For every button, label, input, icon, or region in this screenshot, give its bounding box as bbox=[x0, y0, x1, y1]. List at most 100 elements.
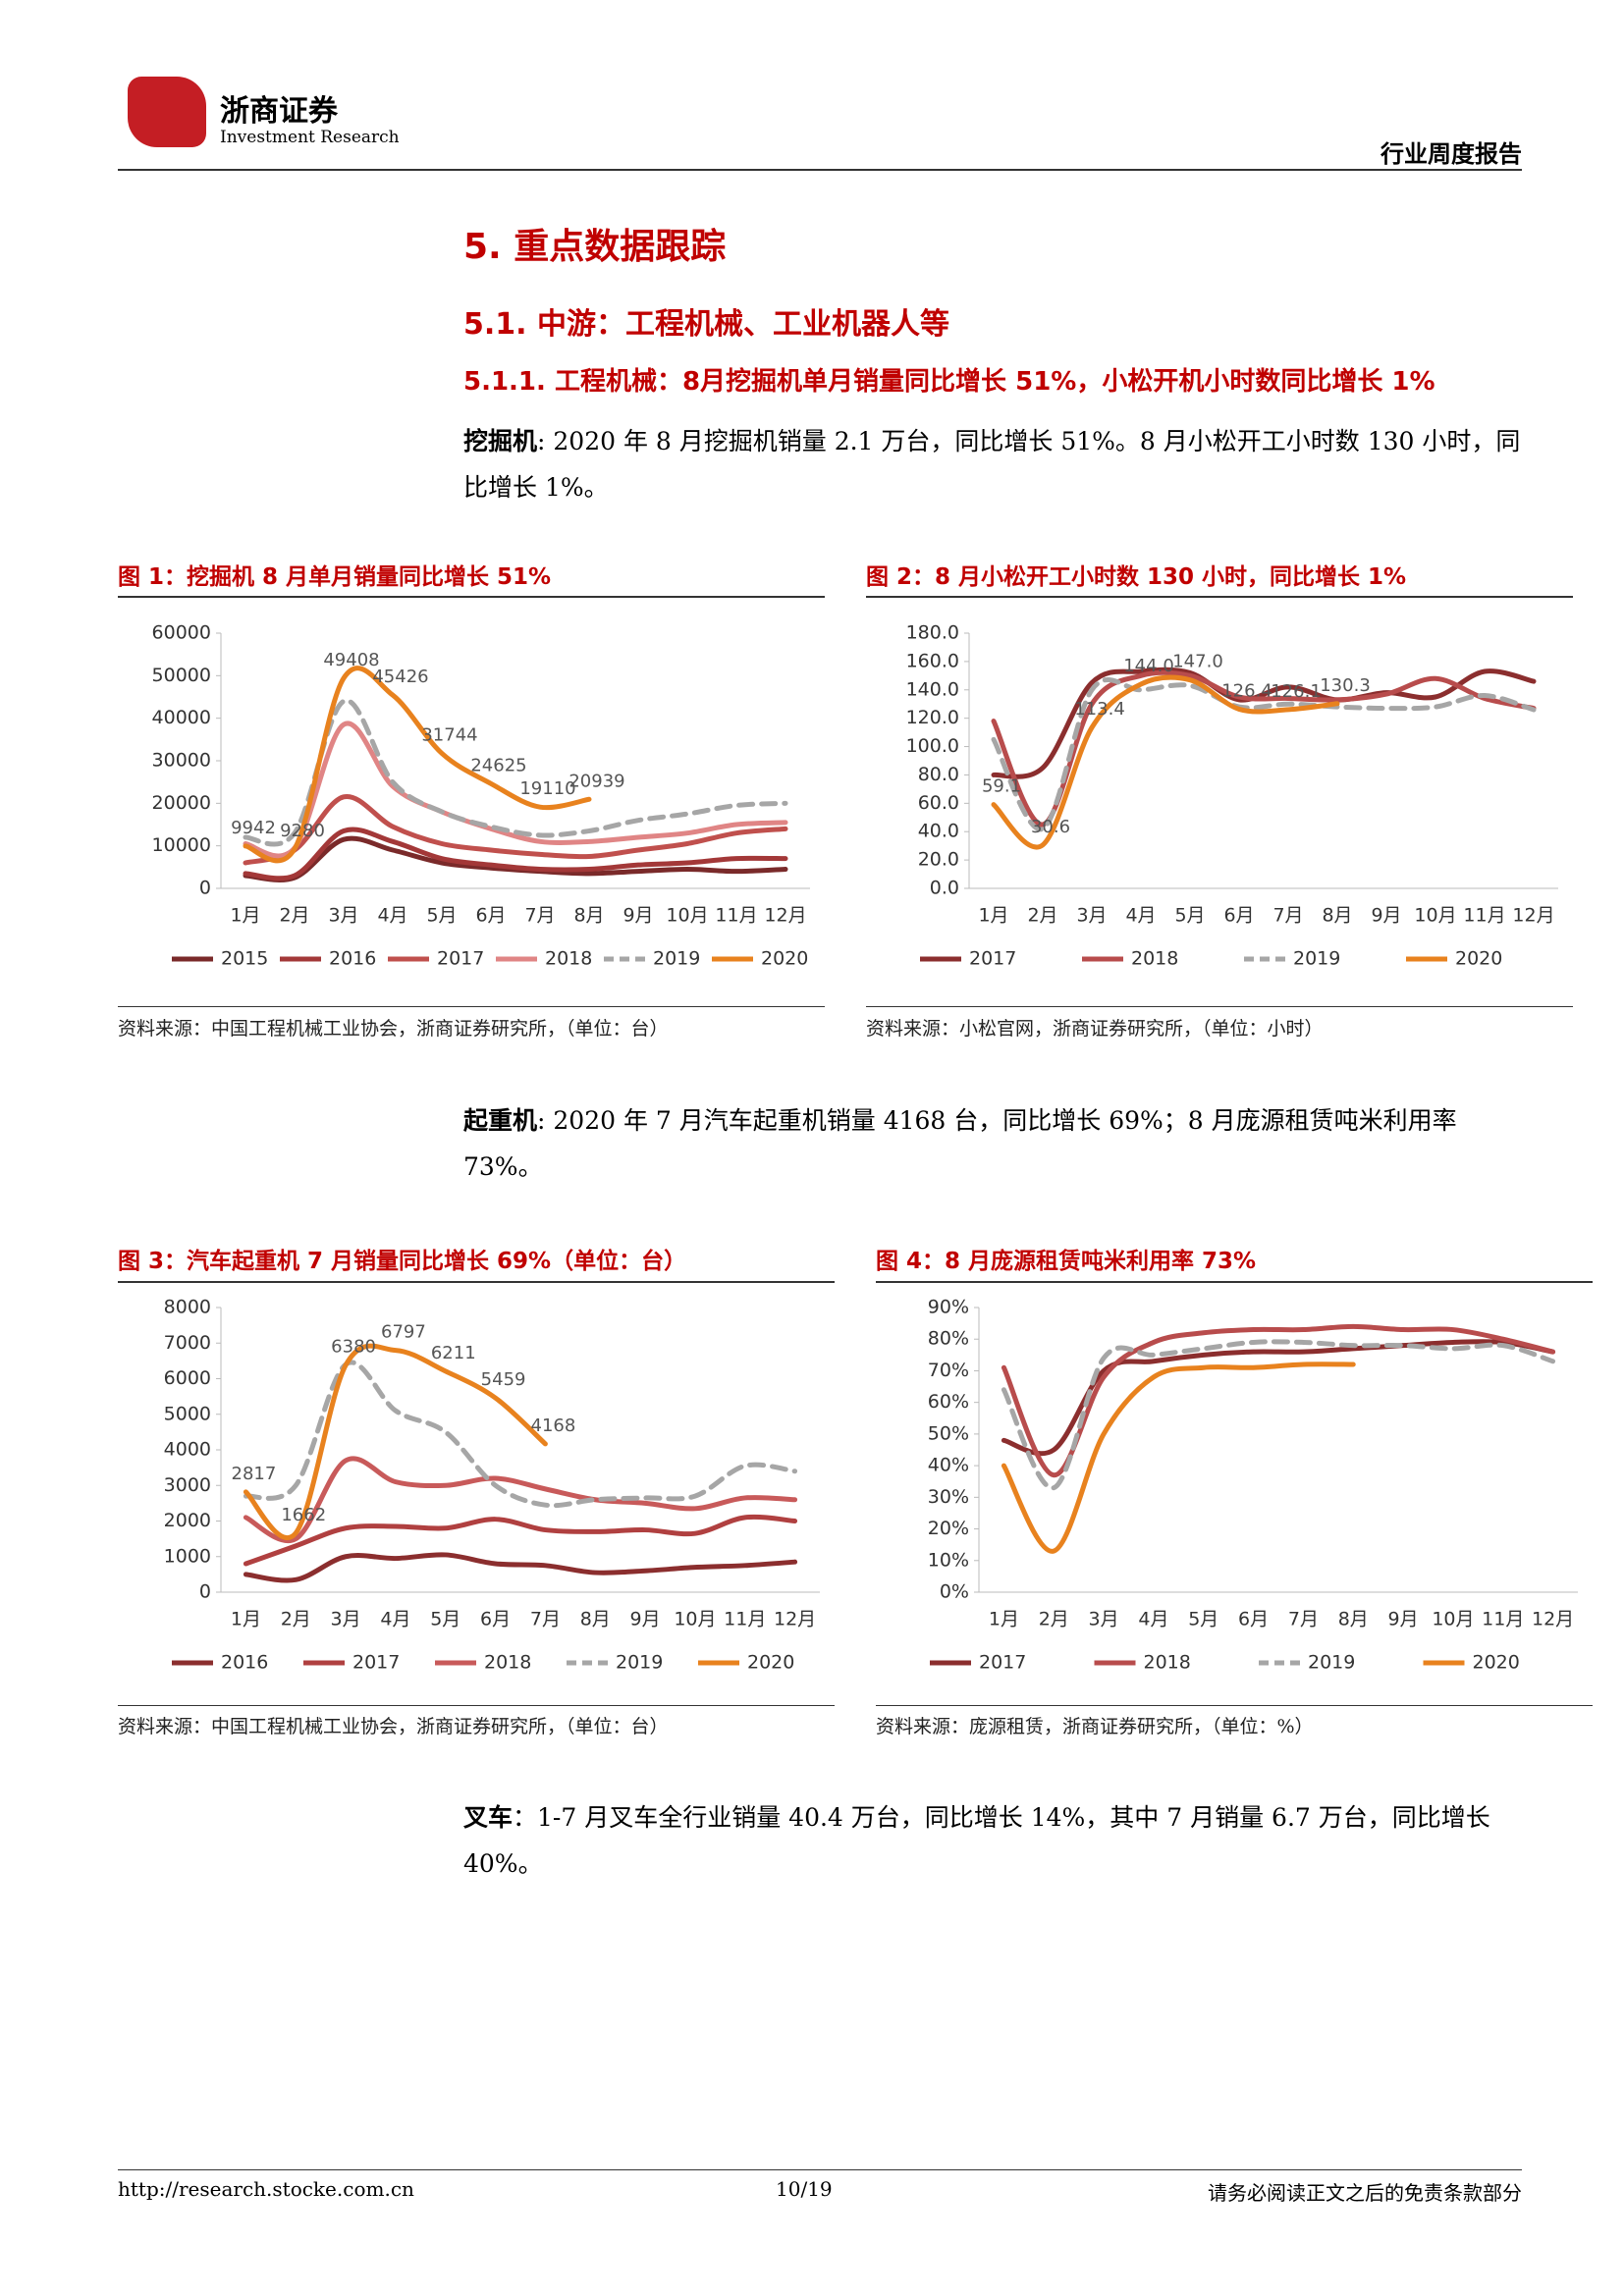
x-tick-label: 3月 bbox=[1089, 1609, 1119, 1630]
text: : 2020 年 8 月挖掘机销量 2.1 万台，同比增长 51%。8 月小松开… bbox=[463, 427, 1521, 502]
y-tick-label: 4000 bbox=[164, 1439, 211, 1461]
legend-label: 2020 bbox=[1455, 948, 1502, 970]
figure-rule bbox=[118, 1006, 825, 1007]
x-tick-label: 11月 bbox=[724, 1609, 766, 1630]
series-line bbox=[243, 1360, 798, 1509]
text: : 2020 年 7 月汽车起重机销量 4168 台，同比增长 69%；8 月庞… bbox=[463, 1106, 1457, 1181]
h3: 5.1.1. 工程机械：8月挖掘机单月销量同比增长 51%，小松开机小时数同比增… bbox=[463, 367, 1435, 397]
y-tick-label: 160.0 bbox=[906, 650, 959, 671]
x-tick-label: 1月 bbox=[230, 905, 260, 927]
legend-label: 2016 bbox=[329, 948, 376, 970]
legend-label: 2019 bbox=[1308, 1652, 1355, 1674]
data-label: 49408 bbox=[323, 650, 379, 670]
y-tick-label: 5000 bbox=[164, 1403, 211, 1424]
data-label: 113.4 bbox=[1074, 699, 1125, 720]
x-tick-label: 6月 bbox=[480, 1609, 511, 1630]
footer-disclaimer: 请务必阅读正文之后的免责条款部分 bbox=[1208, 2181, 1522, 2205]
figure-title: 图 4：8 月庞源租赁吨米利用率 73% bbox=[876, 1249, 1257, 1274]
x-tick-label: 1月 bbox=[231, 1609, 261, 1630]
x-tick-label: 7月 bbox=[1272, 905, 1303, 927]
x-tick-label: 6月 bbox=[1223, 905, 1254, 927]
x-tick-label: 4月 bbox=[1125, 905, 1156, 927]
h1: 5. 重点数据跟踪 bbox=[463, 227, 727, 267]
data-label: 9942 bbox=[231, 818, 276, 838]
data-label: 6797 bbox=[381, 1322, 426, 1343]
x-tick-label: 4月 bbox=[1138, 1609, 1168, 1630]
y-tick-label: 8000 bbox=[164, 1297, 211, 1318]
y-tick-label: 20000 bbox=[152, 792, 211, 814]
y-tick-label: 60.0 bbox=[918, 792, 959, 814]
x-tick-label: 2月 bbox=[279, 905, 309, 927]
y-tick-label: 10% bbox=[928, 1549, 969, 1571]
data-label: 6380 bbox=[331, 1337, 376, 1358]
data-label: 45426 bbox=[372, 667, 428, 687]
y-tick-label: 10000 bbox=[152, 834, 211, 856]
figure-rule bbox=[118, 596, 825, 598]
data-label: 5459 bbox=[481, 1369, 526, 1390]
x-tick-label: 8月 bbox=[573, 905, 604, 927]
y-tick-label: 2000 bbox=[164, 1510, 211, 1531]
text: ：1-7 月叉车全行业销量 40.4 万台，同比增长 14%，其中 7 月销量 … bbox=[463, 1803, 1490, 1878]
legend-label: 2019 bbox=[1293, 948, 1340, 970]
lead: 叉车 bbox=[463, 1803, 514, 1832]
legend-label: 2018 bbox=[1144, 1652, 1191, 1674]
y-tick-label: 30000 bbox=[152, 750, 211, 772]
x-tick-label: 12月 bbox=[1512, 905, 1554, 927]
logo-en: Investment Research bbox=[220, 128, 400, 147]
data-label: 144.0 bbox=[1123, 656, 1174, 676]
figure-rule bbox=[866, 596, 1573, 598]
figure-rule bbox=[118, 1281, 835, 1283]
x-tick-label: 11月 bbox=[715, 905, 757, 927]
figure-rule bbox=[876, 1281, 1593, 1283]
y-tick-label: 0 bbox=[199, 878, 211, 899]
y-tick-label: 80.0 bbox=[918, 764, 959, 785]
x-tick-label: 4月 bbox=[380, 1609, 410, 1630]
x-tick-label: 2月 bbox=[281, 1609, 311, 1630]
x-tick-label: 9月 bbox=[630, 1609, 661, 1630]
y-tick-label: 0 bbox=[199, 1581, 211, 1603]
x-tick-label: 2月 bbox=[1027, 905, 1057, 927]
legend-label: 2020 bbox=[761, 948, 808, 970]
legend-label: 2019 bbox=[653, 948, 700, 970]
x-tick-label: 11月 bbox=[1482, 1609, 1524, 1630]
series-line bbox=[243, 794, 788, 866]
y-tick-label: 80% bbox=[928, 1328, 969, 1350]
x-tick-label: 9月 bbox=[1388, 1609, 1419, 1630]
legend-label: 2018 bbox=[1131, 948, 1178, 970]
source: 资料来源：庞源租赁，浙商证券研究所，（单位：%） bbox=[876, 1716, 1314, 1737]
x-tick-label: 1月 bbox=[989, 1609, 1019, 1630]
page-number: 10/19 bbox=[776, 2177, 833, 2201]
legend-label: 2015 bbox=[221, 948, 268, 970]
x-tick-label: 8月 bbox=[580, 1609, 611, 1630]
series-line bbox=[243, 1552, 798, 1583]
series-line bbox=[991, 669, 1537, 828]
x-tick-label: 7月 bbox=[1288, 1609, 1319, 1630]
y-tick-label: 1000 bbox=[164, 1545, 211, 1567]
data-label: 31744 bbox=[421, 724, 477, 745]
h2: 5.1. 中游：工程机械、工业机器人等 bbox=[463, 307, 949, 342]
x-tick-label: 9月 bbox=[1371, 905, 1401, 927]
chart: 0.0 20.0 40.0 60.0 80.0 100.0 120.0 140.0 160.0 1… bbox=[906, 622, 1558, 970]
y-tick-label: 140.0 bbox=[906, 678, 959, 700]
logo-mark bbox=[128, 77, 206, 147]
y-tick-label: 70% bbox=[928, 1360, 969, 1381]
x-tick-label: 5月 bbox=[1188, 1609, 1218, 1630]
x-tick-label: 10月 bbox=[666, 905, 708, 927]
series-line bbox=[243, 1514, 798, 1567]
x-tick-label: 10月 bbox=[1414, 905, 1456, 927]
source: 资料来源：中国工程机械工业协会，浙商证券研究所，（单位：台） bbox=[118, 1018, 669, 1040]
data-label: 20939 bbox=[568, 771, 624, 791]
x-tick-label: 7月 bbox=[530, 1609, 561, 1630]
y-tick-label: 30% bbox=[928, 1486, 969, 1508]
x-tick-label: 2月 bbox=[1039, 1609, 1069, 1630]
x-tick-label: 6月 bbox=[475, 905, 506, 927]
x-tick-label: 10月 bbox=[674, 1609, 716, 1630]
x-tick-label: 5月 bbox=[1174, 905, 1205, 927]
y-tick-label: 60000 bbox=[152, 622, 211, 644]
x-tick-label: 11月 bbox=[1463, 905, 1505, 927]
paragraph: 叉车：1-7 月叉车全行业销量 40.4 万台，同比增长 14%，其中 7 月销… bbox=[463, 1794, 1534, 1887]
legend-label: 2019 bbox=[616, 1652, 663, 1674]
lead: 起重机 bbox=[463, 1106, 538, 1135]
legend-label: 2018 bbox=[545, 948, 592, 970]
